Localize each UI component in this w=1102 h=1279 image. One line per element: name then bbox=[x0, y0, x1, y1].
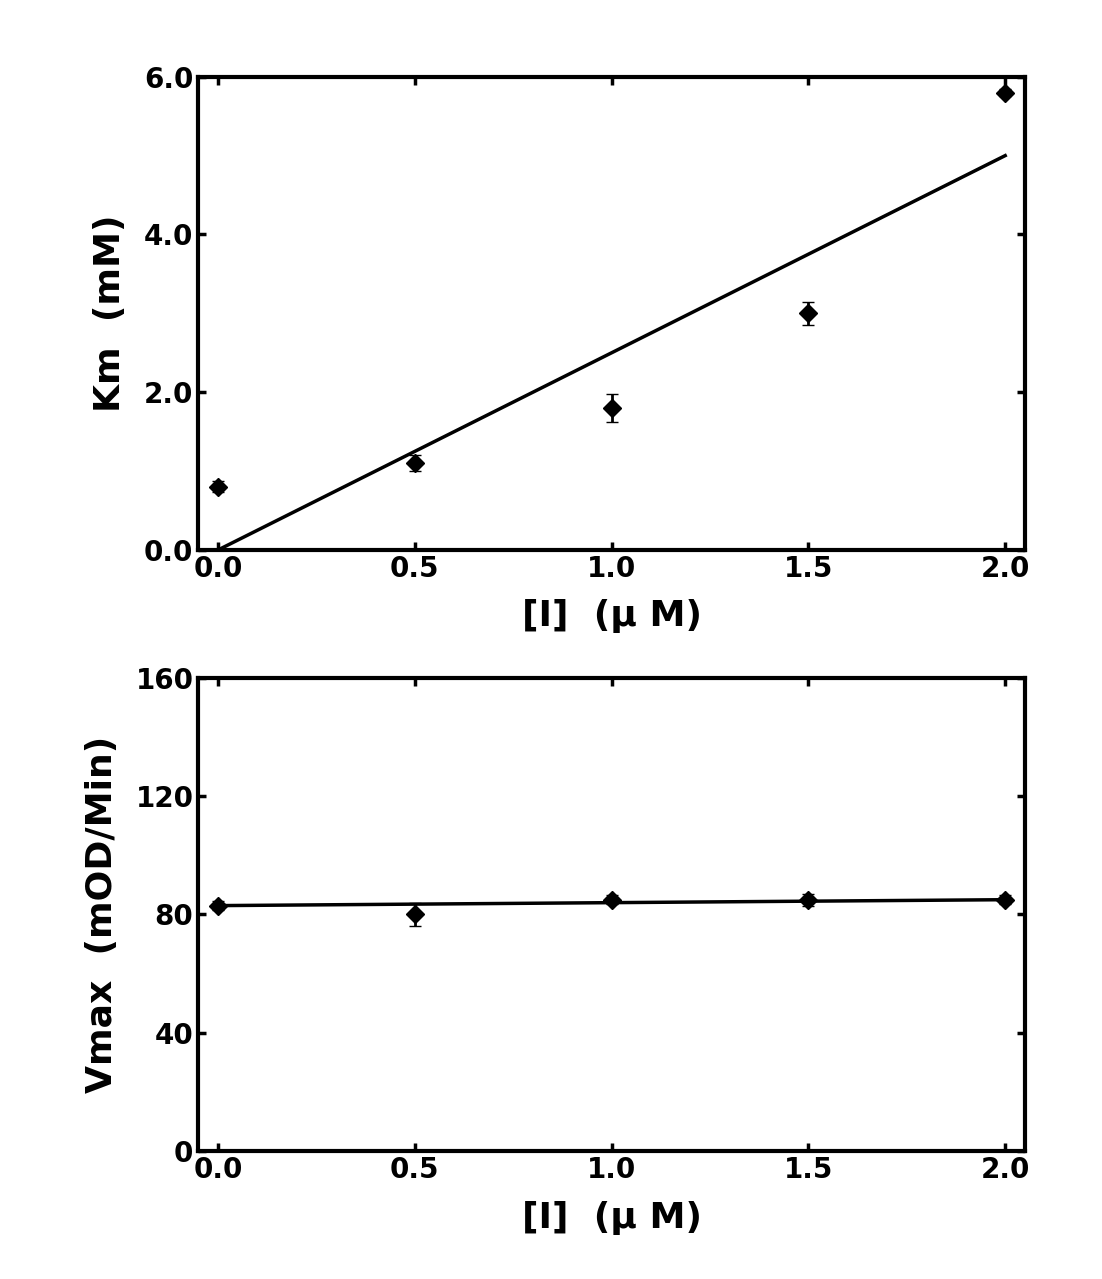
Y-axis label: Vmax  (mOD/Min): Vmax (mOD/Min) bbox=[85, 735, 119, 1094]
X-axis label: [I]  (μ M): [I] (μ M) bbox=[521, 1201, 702, 1234]
Y-axis label: Km  (mM): Km (mM) bbox=[94, 215, 128, 412]
X-axis label: [I]  (μ M): [I] (μ M) bbox=[521, 600, 702, 633]
